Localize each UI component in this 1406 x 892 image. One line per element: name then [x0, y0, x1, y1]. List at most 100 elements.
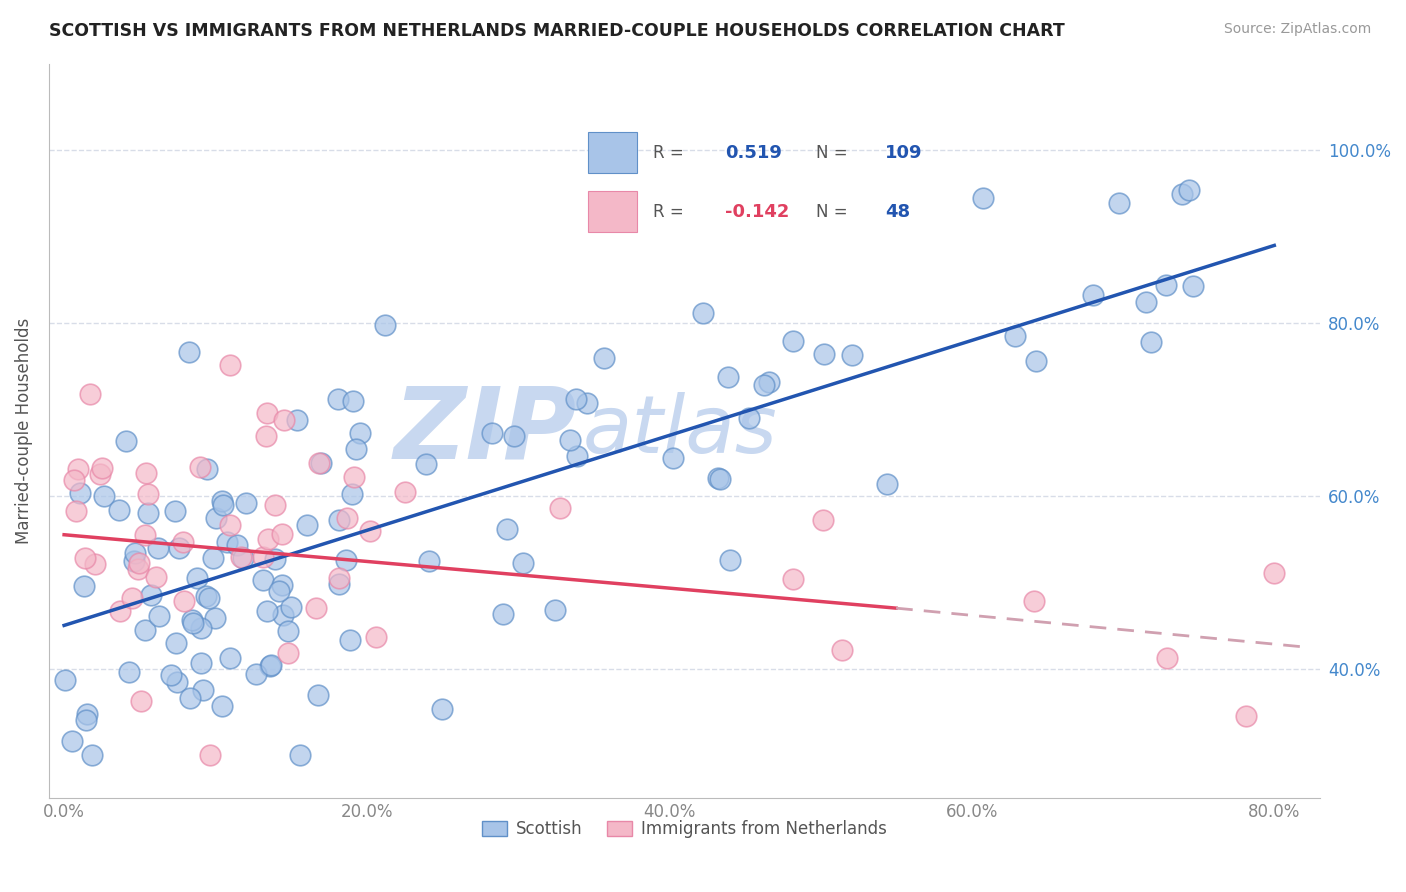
Point	[1178, 183, 1201, 197]
Point	[256, 604, 278, 618]
Point	[271, 607, 294, 622]
Point	[235, 496, 257, 510]
Point	[288, 747, 311, 762]
Point	[179, 690, 201, 705]
Point	[160, 667, 183, 681]
Point	[211, 498, 233, 512]
Point	[418, 554, 440, 568]
Point	[270, 578, 292, 592]
Point	[252, 573, 274, 587]
Point	[273, 413, 295, 427]
Point	[134, 528, 156, 542]
Point	[481, 425, 503, 440]
Point	[264, 498, 287, 512]
Point	[558, 433, 581, 447]
Point	[53, 673, 76, 687]
Point	[277, 646, 299, 660]
Point	[127, 562, 149, 576]
Point	[336, 510, 359, 524]
Point	[737, 411, 759, 425]
Point	[135, 466, 157, 480]
Point	[1025, 353, 1047, 368]
Point	[129, 693, 152, 707]
Point	[492, 607, 515, 621]
Point	[190, 621, 212, 635]
Point	[145, 569, 167, 583]
Point	[328, 576, 350, 591]
Point	[335, 553, 357, 567]
Point	[163, 504, 186, 518]
Point	[124, 546, 146, 560]
Point	[63, 473, 86, 487]
Point	[165, 636, 187, 650]
Point	[148, 608, 170, 623]
Point	[259, 659, 281, 673]
Point	[343, 470, 366, 484]
Point	[73, 579, 96, 593]
Point	[811, 513, 834, 527]
Point	[245, 667, 267, 681]
Point	[60, 734, 83, 748]
Point	[1022, 594, 1045, 608]
Point	[1182, 279, 1205, 293]
Point	[180, 613, 202, 627]
Point	[229, 550, 252, 565]
Point	[709, 472, 731, 486]
Point	[172, 535, 194, 549]
Point	[66, 462, 89, 476]
Point	[79, 387, 101, 401]
Point	[118, 665, 141, 680]
Point	[512, 557, 534, 571]
Point	[876, 477, 898, 491]
Point	[548, 500, 571, 515]
Point	[297, 518, 319, 533]
Point	[75, 714, 97, 728]
Point	[592, 351, 614, 365]
Text: Source: ZipAtlas.com: Source: ZipAtlas.com	[1223, 22, 1371, 37]
Point	[752, 378, 775, 392]
Point	[204, 611, 226, 625]
Text: SCOTTISH VS IMMIGRANTS FROM NETHERLANDS MARRIED-COUPLE HOUSEHOLDS CORRELATION CH: SCOTTISH VS IMMIGRANTS FROM NETHERLANDS …	[49, 22, 1064, 40]
Point	[256, 406, 278, 420]
Point	[197, 591, 219, 606]
Point	[1234, 708, 1257, 723]
Point	[285, 413, 308, 427]
Point	[194, 590, 217, 604]
Point	[232, 550, 254, 565]
Point	[972, 191, 994, 205]
Point	[252, 550, 274, 565]
Point	[215, 534, 238, 549]
Point	[146, 541, 169, 555]
Point	[430, 702, 453, 716]
Point	[76, 706, 98, 721]
Point	[502, 429, 524, 443]
Text: atlas: atlas	[582, 392, 778, 470]
Point	[782, 572, 804, 586]
Point	[339, 632, 361, 647]
Point	[134, 623, 156, 637]
Point	[75, 551, 97, 566]
Point	[191, 683, 214, 698]
Point	[80, 747, 103, 762]
Point	[1081, 288, 1104, 302]
Point	[200, 747, 222, 762]
Point	[257, 533, 280, 547]
Point	[1108, 196, 1130, 211]
Point	[121, 591, 143, 605]
Point	[692, 306, 714, 320]
Point	[1154, 278, 1177, 293]
Point	[1140, 334, 1163, 349]
Point	[576, 396, 599, 410]
Point	[544, 602, 567, 616]
Point	[394, 485, 416, 500]
Point	[277, 624, 299, 638]
Point	[169, 541, 191, 555]
Point	[366, 630, 388, 644]
Point	[307, 688, 329, 702]
Point	[280, 600, 302, 615]
Point	[782, 334, 804, 349]
Point	[328, 571, 350, 585]
Point	[211, 494, 233, 508]
Point	[309, 456, 332, 470]
Point	[177, 344, 200, 359]
